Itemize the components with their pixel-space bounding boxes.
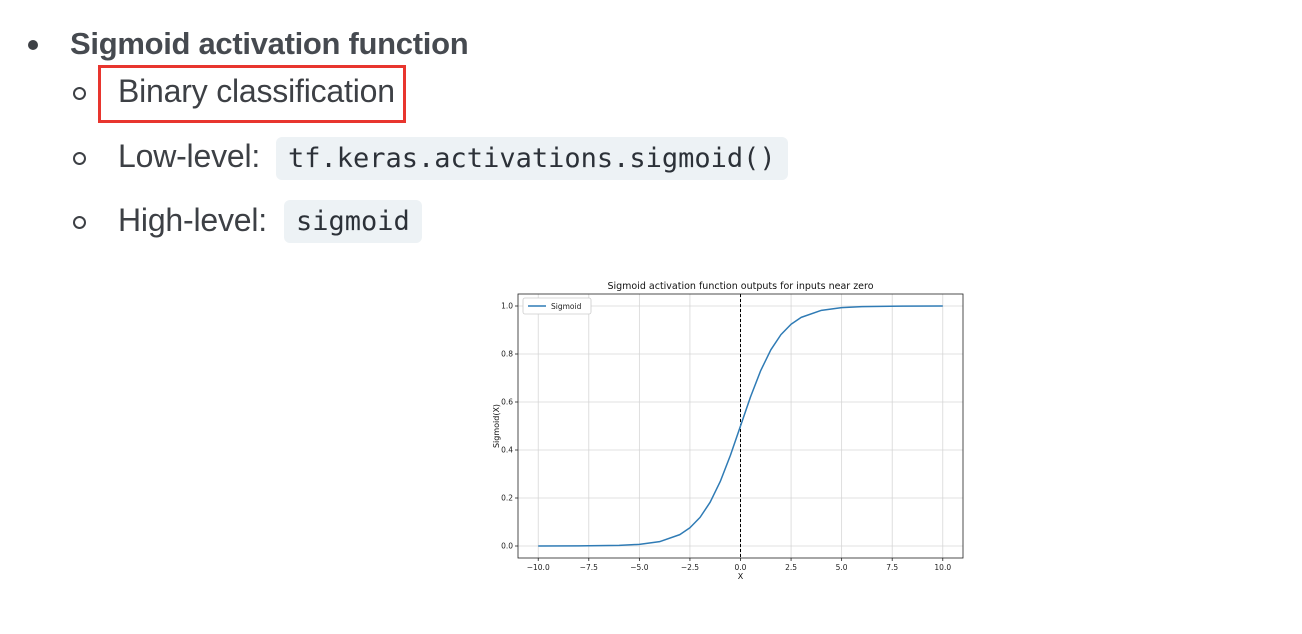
x-tick-label: −7.5 [580, 563, 598, 572]
sub-bullet-circle [73, 87, 86, 100]
series-line-sigmoid [538, 305, 943, 547]
y-tick-label: 1.0 [501, 302, 513, 311]
legend-label: Sigmoid [551, 302, 582, 311]
code-high-level: sigmoid [284, 200, 422, 243]
sub-bullet-circle [73, 216, 86, 229]
x-tick-label: −2.5 [681, 563, 699, 572]
x-tick-label: 0.0 [735, 563, 747, 572]
item-low-level-label: Low-level: [118, 138, 261, 174]
heading-sigmoid: Sigmoid activation function [70, 26, 469, 61]
x-tick-label: 10.0 [934, 563, 951, 572]
x-tick-label: 5.0 [836, 563, 848, 572]
legend-box [522, 297, 592, 315]
y-tick-label: 0.6 [501, 398, 513, 407]
sub-bullet-circle [73, 152, 86, 165]
x-tick-label: −5.0 [630, 563, 648, 572]
x-tick-label: 7.5 [886, 563, 898, 572]
item-high-level-label: High-level: [118, 202, 267, 238]
y-tick-label: 0.8 [501, 350, 513, 359]
bullet-dot [28, 40, 38, 50]
x-tick-label: 2.5 [785, 563, 797, 572]
item-binary-classification: Binary classification [118, 73, 395, 109]
y-tick-label: 0.0 [501, 542, 513, 551]
highlight-box [98, 65, 406, 123]
x-axis-label: X [738, 572, 744, 581]
y-axis-label: Sigmoid(X) [492, 404, 501, 448]
sigmoid-chart: −10.0 −7.5 −5.0 −2.5 0.0 2.5 5.0 7.5 10.0 0.0 0.2 0… [492, 281, 964, 581]
code-low-level: tf.keras.activations.sigmoid() [276, 137, 788, 180]
x-tick-label: −10.0 [527, 563, 550, 572]
y-tick-label: 0.4 [501, 446, 513, 455]
chart-title: Sigmoid activation function outputs for … [607, 281, 873, 292]
y-tick-label: 0.2 [501, 494, 513, 503]
